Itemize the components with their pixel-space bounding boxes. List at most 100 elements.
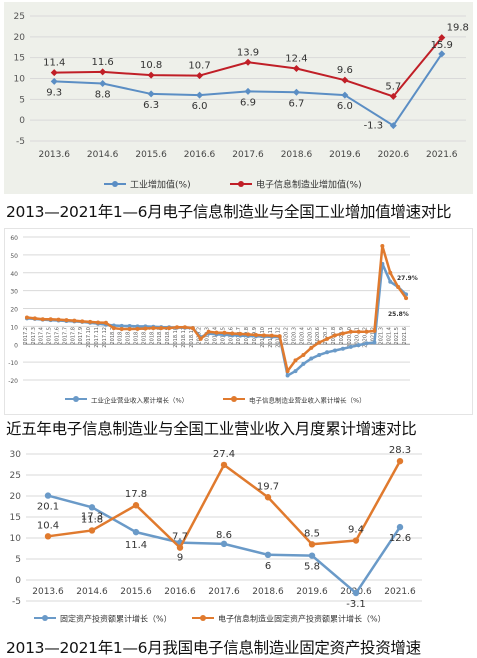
chart-2-panel: -20 -10 0 10 20 30 40 50 60 2017.2 2017.3 2017.4 201… [4, 228, 473, 415]
data-point [293, 358, 298, 363]
data-point [244, 87, 252, 95]
x-tick-label: 2015.6 [120, 587, 152, 597]
y-tick-label: 10 [14, 75, 26, 85]
series-line-1 [26, 262, 407, 377]
y-tick-label: 25 [10, 471, 21, 481]
data-label: 11.4 [43, 58, 65, 69]
x-tick-label: 2019.6 [296, 587, 328, 597]
data-label: 6.3 [143, 100, 159, 111]
data-point [220, 540, 228, 548]
x-tick-label: 2018.6 [252, 587, 284, 597]
chart-1-panel: -5 0 5 10 15 20 25 2013.6 2014.6 2015.6 2016.6 2017… [4, 2, 473, 194]
data-point [111, 326, 116, 331]
x-tick-label: 2019.6 [329, 150, 361, 160]
data-point [147, 90, 155, 98]
data-point [340, 331, 345, 336]
data-point [317, 340, 322, 345]
legend-marker [42, 615, 48, 621]
data-point [190, 326, 195, 331]
data-point [364, 329, 369, 334]
data-label: 5.8 [304, 562, 320, 573]
chart-1-svg: -5 0 5 10 15 20 25 2013.6 2014.6 2015.6 2016.6 2017… [14, 12, 469, 191]
data-point [325, 336, 330, 341]
x-tick-label: 2017.11 [94, 327, 100, 348]
y-tick-label: 20 [10, 307, 18, 314]
x-tick-label: 2021.6 [426, 150, 458, 160]
chart-2-caption: 近五年电子信息制造业与全国工业营业收入月度累计增速对比 [6, 420, 417, 438]
data-point [167, 326, 172, 331]
y-tick-label: -5 [12, 597, 21, 607]
x-tick-label: 2017.12 [102, 327, 108, 348]
data-label: 9.6 [337, 65, 353, 76]
data-label: 8.5 [304, 528, 320, 539]
data-point [396, 285, 401, 290]
data-label: -1.3 [364, 121, 384, 132]
x-tick-label: 2018.2 [110, 327, 116, 345]
chart-3-panel: -5 0 5 10 15 20 25 30 2013.6 2014.6 2015.6 2016.6 20… [4, 445, 473, 631]
data-point [182, 325, 187, 330]
x-tick-label: 2013.6 [38, 150, 70, 160]
data-point [132, 528, 140, 536]
x-tick-label: 2017.10 [86, 327, 92, 348]
data-point [40, 317, 45, 322]
data-point [96, 320, 101, 325]
data-point [285, 373, 290, 378]
y-tick-label: 5 [19, 95, 25, 105]
x-tick-label: 2017.3 [31, 327, 37, 345]
x-tick-label: 2014.6 [87, 150, 119, 160]
data-point [64, 318, 69, 323]
data-point [341, 76, 349, 84]
x-tick-label: 2020.12 [363, 327, 369, 348]
data-point [340, 346, 345, 351]
x-tick-label: 2019.3 [205, 327, 211, 345]
data-point [292, 65, 300, 72]
x-tick-label: 2020.6 [315, 327, 321, 345]
y-tick-label: 0 [15, 576, 21, 586]
x-tick-label: 2016.6 [164, 587, 196, 597]
data-point [88, 527, 96, 534]
annotation-label: 25.8% [388, 311, 409, 318]
x-tick-label: 2017.5 [47, 327, 53, 345]
data-point [388, 270, 393, 275]
x-tick-label: 2017.9 [78, 327, 84, 345]
x-tick-label: 2021.3 [378, 327, 384, 345]
data-point [292, 88, 300, 96]
data-label: 5.7 [385, 81, 401, 92]
data-label: 8.6 [216, 530, 232, 541]
data-label: 27.4 [213, 449, 235, 460]
data-point [32, 316, 37, 321]
data-label: 6.0 [337, 101, 353, 112]
x-tick-label: 2021.6 [402, 327, 408, 345]
x-tick-label: 2020.5 [307, 327, 313, 345]
data-label: 11.8 [81, 514, 103, 525]
y-tick-label: -5 [16, 137, 25, 147]
data-point [438, 50, 446, 58]
data-point [308, 552, 316, 559]
data-point [246, 332, 251, 337]
data-point [301, 361, 306, 366]
data-point [230, 331, 235, 336]
data-point [72, 318, 77, 323]
data-point [438, 34, 446, 42]
y-tick-label: 0 [19, 116, 25, 126]
data-point [264, 551, 272, 558]
data-point [309, 356, 314, 361]
data-point [198, 336, 203, 341]
data-point [99, 80, 107, 87]
y-tick-label: 0 [14, 342, 18, 349]
y-tick-label: -20 [8, 378, 18, 385]
data-point [48, 317, 53, 322]
legend-marker [73, 396, 79, 402]
data-point [356, 329, 361, 334]
data-point [222, 330, 227, 335]
data-point [352, 537, 360, 544]
y-tick-label: 30 [10, 450, 22, 460]
data-label: 6.0 [192, 101, 208, 112]
data-label: 8.8 [95, 90, 111, 101]
x-tick-label: 2017.6 [208, 587, 240, 597]
y-tick-label: -10 [8, 360, 18, 367]
data-label: 19.7 [257, 481, 279, 492]
data-point [132, 502, 140, 509]
data-point [372, 340, 377, 345]
x-tick-label: 2018.10 [173, 327, 179, 348]
